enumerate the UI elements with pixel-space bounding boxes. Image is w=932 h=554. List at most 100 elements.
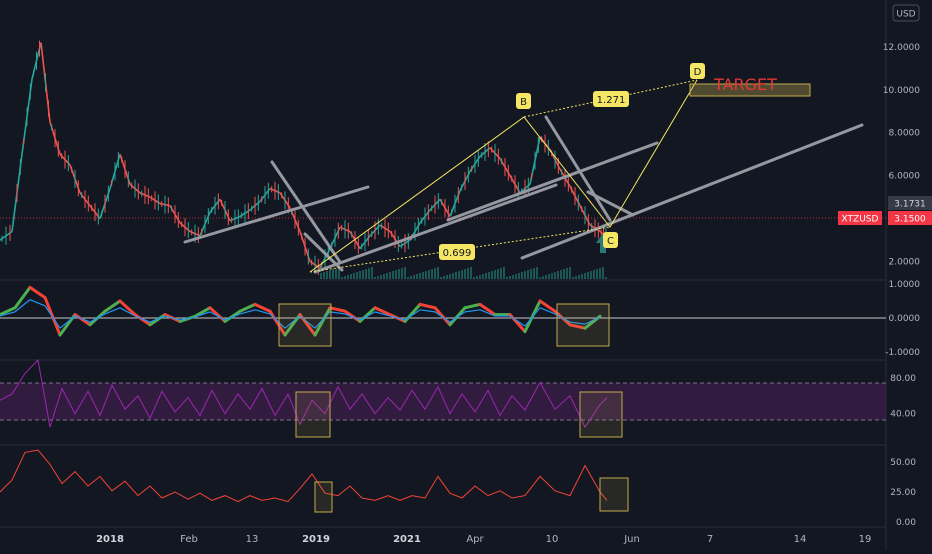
point-d-text: D bbox=[694, 67, 702, 78]
price-tick-label: 2.0000 bbox=[889, 258, 921, 268]
volume-bar bbox=[380, 275, 382, 279]
trendline bbox=[586, 190, 635, 217]
volume-bar bbox=[464, 269, 466, 279]
volume-bar bbox=[353, 273, 355, 279]
volume-bar bbox=[425, 271, 427, 279]
oscillator-segment bbox=[13, 285, 32, 310]
rsi-axis[interactable]: 80.00 40.00 bbox=[890, 374, 916, 420]
oscillator-signal-segment bbox=[509, 315, 526, 327]
trendline bbox=[446, 141, 659, 222]
volume-bar bbox=[539, 277, 541, 279]
oscillator-segment bbox=[478, 302, 497, 317]
last-price-badge: 3.1500 bbox=[888, 211, 932, 225]
rsi-series-line bbox=[0, 358, 608, 429]
volume-bar bbox=[377, 276, 379, 279]
oscillator-signal-segment bbox=[14, 299, 31, 313]
volume-bar bbox=[443, 276, 445, 279]
volatility-axis[interactable]: 50.00 25.00 0.00 bbox=[890, 458, 916, 528]
oscillator-segment bbox=[253, 302, 272, 313]
volatility-tick-label: 0.00 bbox=[896, 518, 916, 528]
volume-bar bbox=[482, 274, 484, 279]
time-tick-label: Feb bbox=[180, 534, 198, 545]
volume-bar bbox=[455, 272, 457, 279]
oscillator-segment bbox=[313, 306, 332, 337]
highlight-box bbox=[314, 481, 333, 513]
volume-bar bbox=[476, 276, 478, 279]
oscillator-signal-segment bbox=[524, 307, 541, 327]
volume-bar bbox=[461, 270, 463, 279]
oscillator-signal-segment bbox=[569, 321, 586, 325]
volume-bar bbox=[557, 271, 559, 279]
oscillator-signal-segment bbox=[479, 309, 496, 317]
oscillator-signal-segment bbox=[419, 309, 436, 313]
oscillator-signal-segment bbox=[59, 315, 76, 329]
volume-bar bbox=[578, 275, 580, 279]
highlight-box bbox=[556, 303, 610, 347]
oscillator-signal-segment bbox=[29, 299, 46, 307]
highlight-boxes bbox=[278, 83, 811, 513]
volume-bar bbox=[536, 267, 538, 279]
volume-bar bbox=[437, 267, 439, 279]
oscillator-signal-segment bbox=[374, 311, 391, 317]
volume-bar bbox=[350, 274, 352, 279]
volume-bar bbox=[344, 276, 346, 279]
time-tick-label: 10 bbox=[546, 534, 559, 545]
trendline bbox=[520, 123, 864, 260]
volume-bar bbox=[458, 271, 460, 279]
volume-bar bbox=[542, 276, 544, 279]
volume-bar bbox=[548, 274, 550, 279]
volume-bar bbox=[527, 270, 529, 279]
oscillator-signal-segment bbox=[164, 315, 181, 321]
oscillator-signal-segment bbox=[404, 309, 421, 321]
point-d-label: D bbox=[690, 63, 705, 79]
trendline bbox=[183, 185, 370, 244]
oscillator-segment bbox=[118, 299, 137, 317]
oscillator-segment bbox=[103, 299, 122, 313]
highlight-box bbox=[278, 303, 332, 347]
volume-bar bbox=[497, 269, 499, 279]
volume-bar bbox=[365, 269, 367, 279]
volume-bar bbox=[554, 272, 556, 279]
volume-bar bbox=[422, 272, 424, 279]
volume-bar bbox=[512, 275, 514, 279]
oscillator-signal-segment bbox=[104, 307, 121, 315]
volume-bar bbox=[551, 273, 553, 279]
oscillator-signal-segment bbox=[329, 311, 346, 315]
rsi-tick-label: 40.00 bbox=[890, 410, 916, 420]
volume-bar bbox=[596, 269, 598, 279]
volume-bar bbox=[533, 268, 535, 279]
oscillator-segment bbox=[328, 306, 347, 313]
volume-bar bbox=[320, 273, 322, 279]
volume-bar bbox=[530, 269, 532, 279]
currency-button[interactable] bbox=[892, 4, 920, 22]
volume-bar bbox=[419, 273, 421, 279]
oscillator-signal-segment bbox=[434, 311, 451, 323]
price-tick-label: 6.0000 bbox=[889, 172, 921, 182]
volume-bar bbox=[335, 268, 337, 279]
oscillator-axis[interactable]: 1.0000 0.0000 -1.0000 bbox=[885, 280, 920, 358]
oscillator-signal-segment bbox=[119, 307, 136, 317]
volume-bar bbox=[413, 275, 415, 279]
fib-lower-label: 0.699 bbox=[439, 244, 475, 260]
volume-bar bbox=[332, 269, 334, 279]
trendline bbox=[313, 183, 558, 274]
oscillator-signal-segment bbox=[209, 311, 226, 321]
trendline bbox=[270, 160, 342, 264]
oscillator-segment bbox=[0, 306, 17, 317]
oscillator-segment bbox=[28, 285, 47, 300]
volume-bar bbox=[326, 271, 328, 279]
volume-bar bbox=[560, 270, 562, 279]
volume-bar bbox=[389, 272, 391, 279]
oscillator-signal-segment bbox=[539, 307, 556, 315]
harmonic-leg bbox=[309, 79, 698, 273]
oscillator-signal-segment bbox=[224, 313, 241, 321]
oscillator-signal-segment bbox=[0, 311, 16, 317]
volatility-tick-label: 50.00 bbox=[890, 458, 916, 468]
volume-bar bbox=[575, 276, 577, 279]
time-axis[interactable]: 2018 Feb 13 2019 2021 Apr 10 Jun 7 14 19 bbox=[96, 534, 871, 545]
volatility-tick-label: 25.00 bbox=[890, 488, 916, 498]
volume-bar bbox=[440, 277, 442, 279]
